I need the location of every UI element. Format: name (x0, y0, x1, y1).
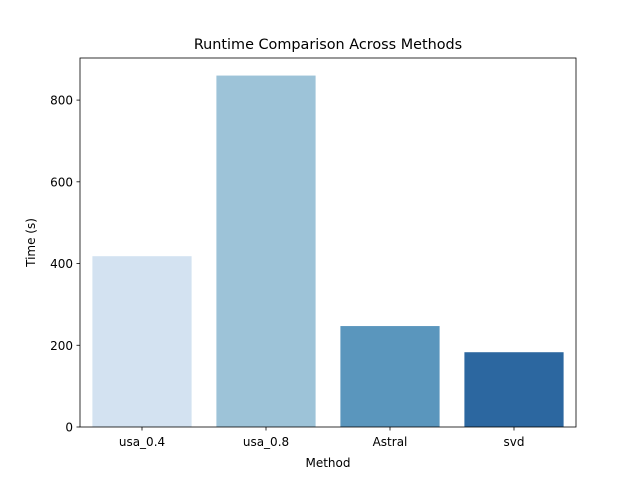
x-tick-label: usa_0.8 (243, 435, 289, 449)
bar-usa_0.8 (216, 75, 316, 428)
chart-title: Runtime Comparison Across Methods (194, 37, 462, 53)
x-axis-label: Method (305, 456, 350, 470)
x-tick-label: Astral (373, 435, 408, 449)
bars-group (92, 75, 564, 428)
bar-usa_0.4 (92, 256, 192, 427)
y-tick-label: 0 (65, 421, 73, 435)
x-tick-label: svd (504, 435, 525, 449)
y-tick-label: 600 (50, 175, 73, 189)
y-axis-ticks: 0 200 400 600 800 (50, 94, 80, 435)
y-axis-label: Time (s) (24, 218, 38, 268)
x-tick-label: usa_0.4 (119, 435, 165, 449)
y-tick-label: 400 (50, 257, 73, 271)
bar-Astral (340, 326, 440, 427)
x-axis-ticks: usa_0.4 usa_0.8 Astral svd (119, 427, 525, 449)
bar-svd (464, 352, 564, 427)
y-tick-label: 200 (50, 339, 73, 353)
y-tick-label: 800 (50, 94, 73, 108)
plot-frame (79, 57, 577, 428)
